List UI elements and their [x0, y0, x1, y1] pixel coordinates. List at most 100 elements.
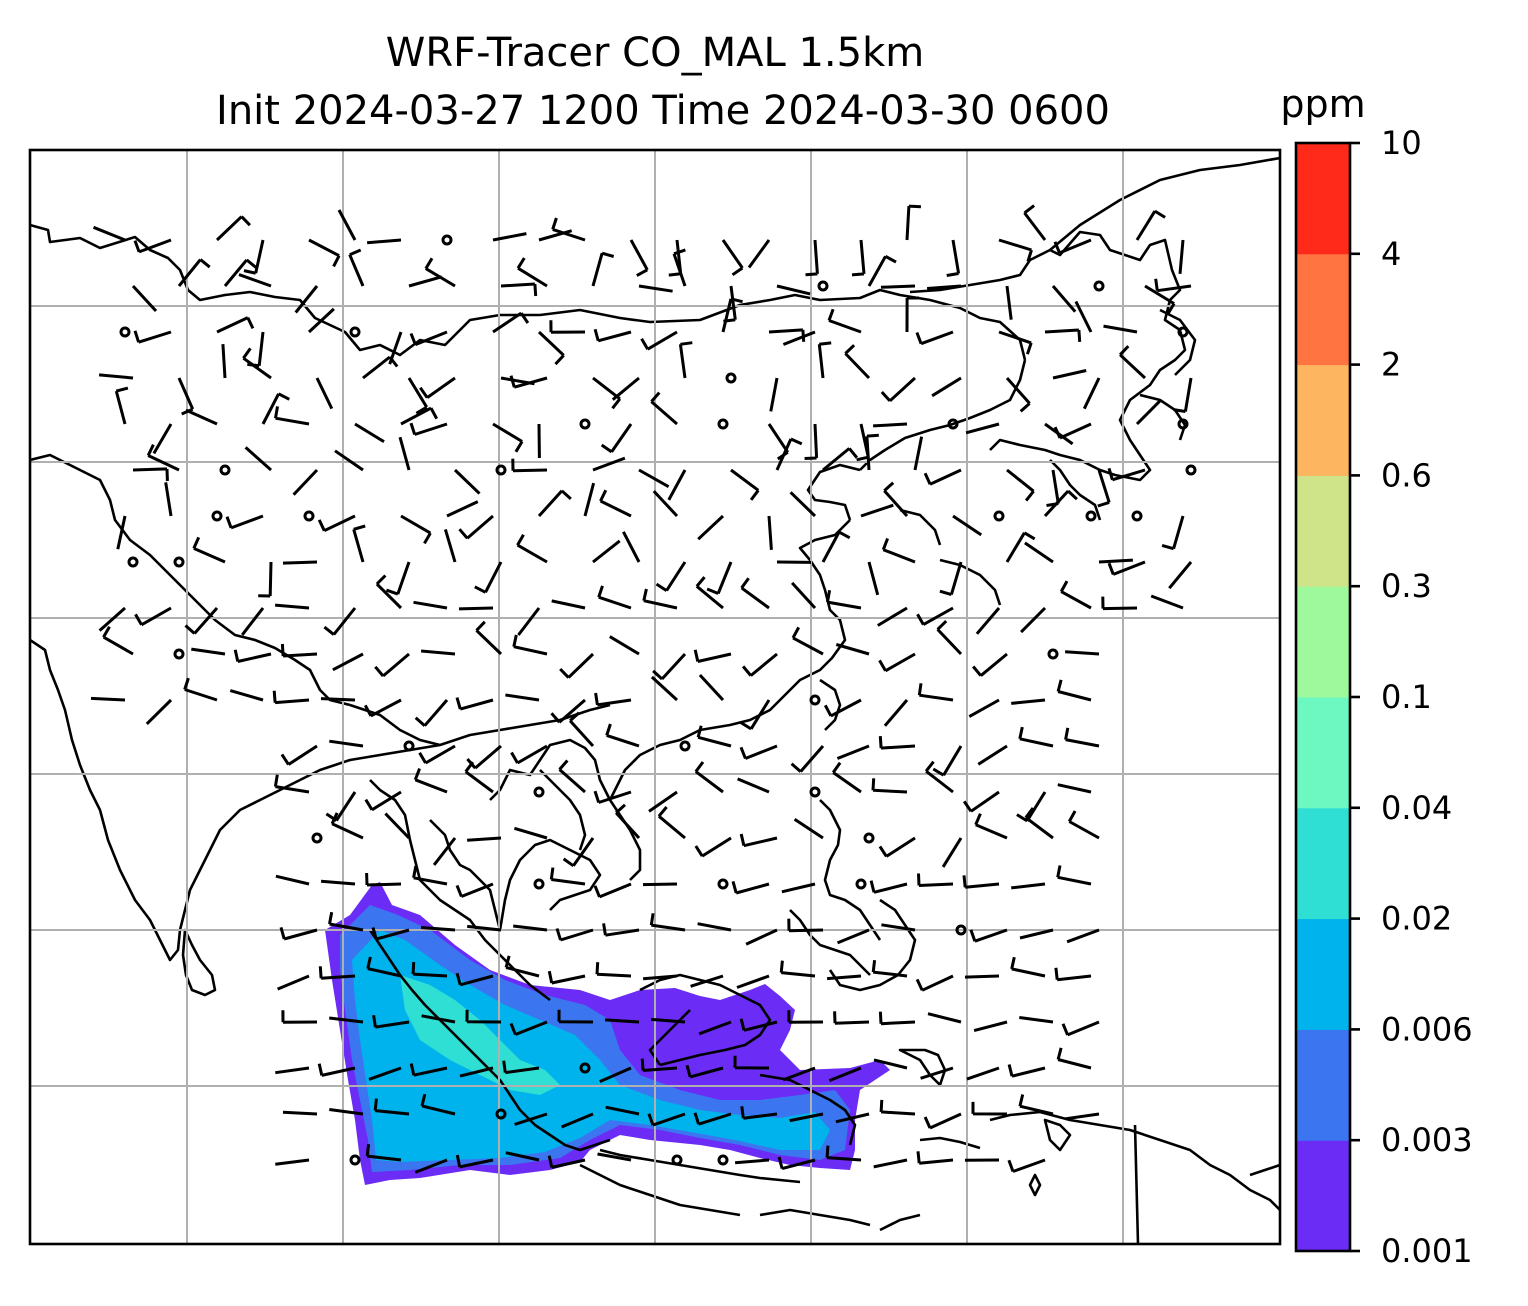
wind-barb	[1020, 606, 1047, 634]
calm-wind-circle	[1177, 326, 1189, 338]
wind-barb	[323, 607, 357, 636]
wind-barb	[146, 443, 180, 472]
wind-barb	[1018, 1094, 1054, 1116]
wind-barb	[1044, 328, 1082, 343]
wind-barb	[974, 813, 1008, 840]
wind-barb	[1061, 1020, 1100, 1037]
wind-barb	[597, 1152, 632, 1162]
wind-barb	[164, 482, 173, 517]
colorbar-segment	[1296, 1140, 1350, 1252]
wind-barb	[409, 330, 448, 346]
wind-barb	[372, 1014, 410, 1029]
calm-wind-circle	[993, 510, 1005, 522]
wind-barb	[511, 458, 548, 473]
wind-barb	[411, 962, 448, 978]
colorbar-tick-label: 0.003	[1381, 1121, 1473, 1159]
wind-barb	[1059, 580, 1092, 610]
calm-wind-circle	[725, 372, 737, 384]
wind-barb	[693, 649, 732, 663]
wind-barb	[640, 330, 678, 351]
wind-barb	[384, 812, 411, 840]
wind-barb	[667, 469, 687, 501]
wind-barb	[443, 528, 457, 563]
wind-barb	[739, 744, 778, 760]
wind-barb	[880, 376, 917, 403]
wind-barb	[835, 643, 870, 656]
calm-wind-circle	[809, 786, 821, 798]
wind-barb	[968, 698, 1000, 718]
wind-barb	[458, 514, 494, 540]
wind-barb	[923, 1112, 962, 1130]
wind-barb	[537, 330, 565, 366]
wind-barb	[308, 238, 341, 268]
wind-barb	[365, 1144, 402, 1162]
wind-barb	[242, 347, 272, 380]
wind-barb	[502, 1060, 540, 1075]
wind-barb	[464, 761, 494, 794]
wind-barb	[1051, 285, 1077, 313]
wind-barb	[407, 377, 428, 415]
wind-barb	[790, 581, 817, 610]
wind-barb	[98, 606, 126, 632]
wind-barb	[294, 285, 319, 314]
calm-wind-circle	[533, 786, 545, 798]
wind-barb	[611, 376, 640, 401]
wind-barb	[828, 1066, 862, 1082]
wind-barb	[650, 675, 679, 702]
wind-barb	[873, 422, 908, 428]
wind-barb	[185, 408, 218, 426]
wind-barb	[559, 652, 595, 679]
calm-wind-circle	[579, 1062, 591, 1074]
wind-barb	[455, 697, 494, 711]
wind-barb	[551, 599, 586, 610]
wind-barb	[509, 375, 548, 389]
wind-barb	[629, 239, 649, 277]
wind-barb	[826, 589, 862, 610]
wind-barb	[320, 879, 356, 886]
wind-barb	[547, 970, 586, 985]
wind-barb	[332, 652, 364, 672]
wind-barb	[777, 1156, 816, 1171]
wind-barb	[500, 282, 538, 297]
wind-barb	[365, 872, 402, 887]
wind-barb	[736, 974, 770, 989]
wind-barb	[932, 745, 963, 777]
wind-barb	[1098, 558, 1133, 564]
wind-barb	[977, 744, 1008, 766]
wind-barb	[1005, 285, 1013, 320]
wind-barb	[740, 1106, 778, 1120]
wind-barb	[1065, 650, 1100, 656]
wind-barb	[1019, 928, 1054, 940]
wind-barb	[836, 928, 870, 945]
wind-barb	[420, 649, 456, 656]
wind-barb	[698, 673, 725, 702]
calm-wind-circle	[403, 740, 415, 752]
wind-barb	[913, 436, 924, 471]
wind-barb	[916, 1151, 954, 1165]
wind-barb	[555, 928, 594, 942]
wind-barb	[642, 588, 678, 610]
wind-barb	[649, 913, 686, 932]
wind-barb	[690, 974, 724, 988]
wind-barb	[734, 1158, 770, 1165]
wind-barb	[364, 790, 402, 812]
wind-barbs	[90, 204, 1197, 1174]
wind-barb	[547, 1155, 586, 1169]
map-title-line-2: Init 2024-03-27 1200 Time 2024-03-30 060…	[216, 88, 1110, 134]
wind-barb	[730, 468, 760, 501]
wind-barb	[769, 377, 779, 412]
wind-barb	[133, 330, 172, 344]
wind-barb	[592, 539, 621, 564]
wind-barb	[776, 284, 811, 296]
wind-barb	[915, 974, 954, 992]
wind-barb	[1097, 469, 1111, 508]
wind-barb	[969, 928, 1008, 943]
colorbar-segment	[1296, 1029, 1350, 1141]
wind-barb	[371, 927, 410, 941]
wind-barb	[550, 698, 586, 724]
wind-barb	[648, 790, 678, 813]
wind-barb	[1006, 468, 1035, 502]
wind-barb	[513, 924, 548, 932]
wind-barb	[1018, 726, 1054, 748]
wind-barb	[825, 1145, 862, 1162]
